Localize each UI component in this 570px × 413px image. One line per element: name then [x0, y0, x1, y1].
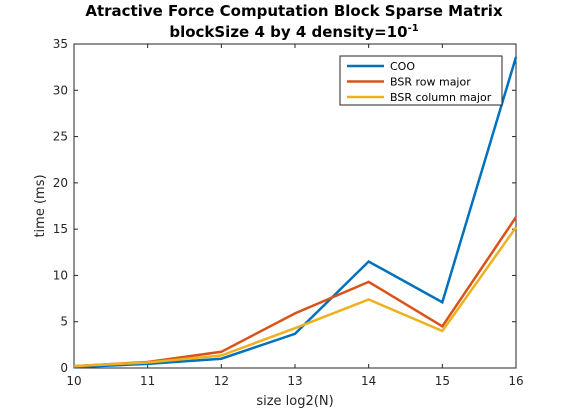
y-tick-label: 30 [53, 83, 68, 97]
legend: COO BSR row major BSR column major [340, 56, 502, 105]
chart-title-line1: Atractive Force Computation Block Sparse… [85, 2, 503, 20]
x-tick-label: 16 [508, 374, 523, 388]
x-axis-label: size log2(N) [256, 394, 333, 409]
y-tick-label: 10 [53, 268, 68, 282]
y-tick-label: 35 [53, 37, 68, 51]
y-tick-label: 0 [60, 361, 68, 375]
y-tick-label: 20 [53, 176, 68, 190]
chart-title-line2: blockSize 4 by 4 density=10-1 [169, 23, 418, 41]
y-tick-label: 5 [60, 315, 68, 329]
legend-label-bsr-row-major: BSR row major [390, 76, 471, 89]
x-tick-label: 10 [66, 374, 81, 388]
legend-label-coo: COO [390, 60, 415, 73]
x-tick-label: 12 [214, 374, 229, 388]
title-line2-prefix: blockSize 4 by 4 density=10 [169, 23, 407, 41]
legend-label-bsr-column-major: BSR column major [390, 91, 492, 104]
y-axis-label: time (ms) [33, 174, 48, 237]
x-tick-label: 14 [361, 374, 376, 388]
x-tick-label: 15 [435, 374, 450, 388]
x-tick-label: 11 [140, 374, 155, 388]
y-tick-label: 15 [53, 222, 68, 236]
title-line2-exponent: -1 [408, 23, 419, 34]
y-tick-label: 25 [53, 130, 68, 144]
x-tick-label: 13 [287, 374, 302, 388]
